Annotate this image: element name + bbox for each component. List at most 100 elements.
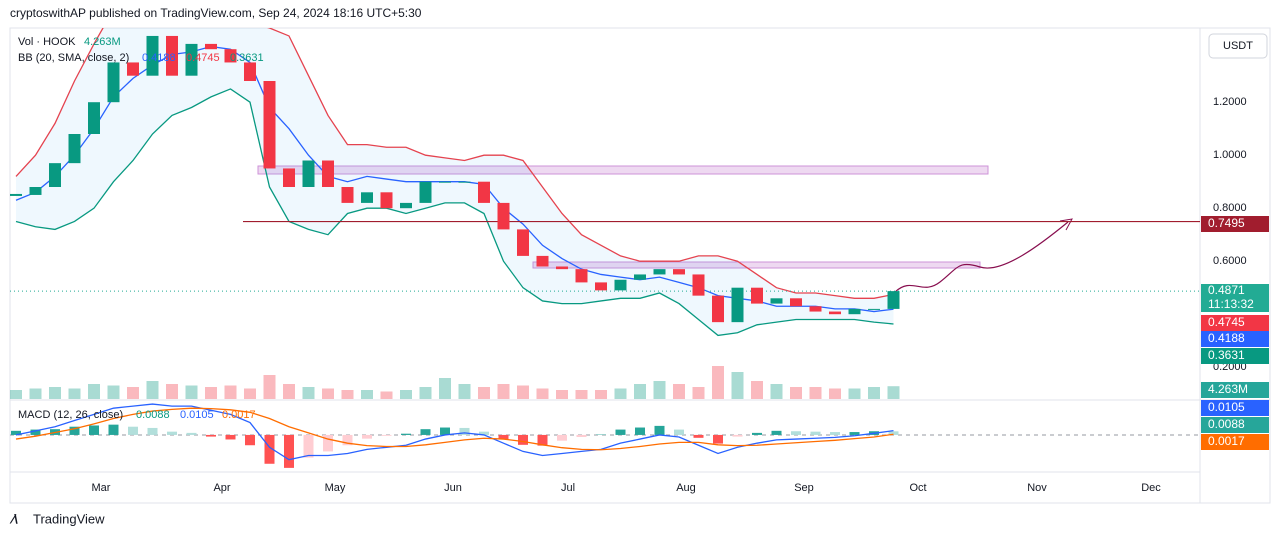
candle xyxy=(283,168,295,187)
macd-hist-bar xyxy=(440,427,450,435)
candle xyxy=(731,287,744,323)
candle xyxy=(692,274,705,296)
x-tick-label: Dec xyxy=(1141,482,1161,494)
y-tick-label: 0.8000 xyxy=(1213,202,1247,214)
legend-bb: BB (20, SMA, close, 2) xyxy=(18,52,129,64)
x-tick-label: Sep xyxy=(794,482,814,494)
volume-bar xyxy=(634,384,646,399)
candle xyxy=(185,43,198,76)
candle xyxy=(49,163,61,187)
bb-basis-label: 0.4188 xyxy=(1208,331,1245,345)
candle xyxy=(400,202,412,209)
macd-hist-label: 0.0088 xyxy=(1208,417,1245,431)
volume-bar xyxy=(283,384,295,399)
bb-basis-box xyxy=(1201,331,1269,347)
header: cryptoswithAP published on TradingView.c… xyxy=(10,6,422,20)
macd-pane xyxy=(10,403,1200,468)
bb-lower-label: 0.3631 xyxy=(1208,348,1245,362)
macd-hist-bar xyxy=(635,427,645,435)
y-tick-label: 1.0000 xyxy=(1213,149,1247,161)
legend-macd: MACD (12, 26, close) xyxy=(18,409,123,421)
volume-bar xyxy=(380,391,393,399)
x-tick-label: Oct xyxy=(909,482,926,494)
resistance-zone xyxy=(532,261,981,269)
volume-bar xyxy=(673,384,685,399)
macd-hist-bar xyxy=(225,434,236,440)
candle xyxy=(575,269,588,283)
volume-bar xyxy=(322,388,334,399)
candle xyxy=(224,49,237,63)
candle xyxy=(614,279,627,291)
candle xyxy=(29,187,42,195)
macd-signal-box xyxy=(1201,434,1269,450)
line xyxy=(15,88,894,337)
macd-hist-bar xyxy=(167,431,177,435)
volume-bar xyxy=(497,384,510,399)
y-tick-label: 0.2000 xyxy=(1213,361,1247,373)
candle xyxy=(829,311,841,315)
candle xyxy=(712,295,724,323)
macd-hist-bar xyxy=(713,434,723,444)
volume-bar xyxy=(517,385,529,399)
currency[interactable]: USDT xyxy=(1223,40,1253,52)
volume-bar xyxy=(127,387,139,399)
candle xyxy=(751,287,763,304)
candle xyxy=(595,282,607,291)
x-tick-label: Apr xyxy=(213,482,230,494)
volume-bar xyxy=(439,378,451,399)
macd-signal-label: 0.0017 xyxy=(1208,434,1245,448)
macd-hist-bar xyxy=(147,427,158,435)
candle xyxy=(107,62,120,103)
legend-macd-hist: 0.0088 xyxy=(136,409,170,421)
candle xyxy=(166,35,178,76)
candle xyxy=(790,298,802,307)
volume-bar xyxy=(302,387,315,399)
volume-bar xyxy=(595,390,607,399)
volume-bar xyxy=(887,386,900,399)
macd-hist-bar xyxy=(420,429,431,435)
line xyxy=(15,45,894,313)
volume-bar xyxy=(458,384,471,399)
legend-bb-upper: 0.4745 xyxy=(186,52,220,64)
volume-bar xyxy=(829,388,841,399)
legend-bb-lower: 0.3631 xyxy=(230,52,264,64)
volume-bar xyxy=(166,384,178,399)
candle xyxy=(68,134,81,164)
volume-bar xyxy=(692,387,705,399)
candle xyxy=(478,181,490,203)
bb-upper-box xyxy=(1201,315,1269,331)
macd-hist-bar xyxy=(69,426,80,435)
volume-bar xyxy=(731,372,744,399)
countdown: 11:13:32 xyxy=(1208,297,1254,311)
macd-hist-bar xyxy=(89,425,99,435)
macd-hist-bar xyxy=(459,427,470,435)
macd-line-box xyxy=(1201,400,1269,416)
volume-bar xyxy=(205,387,217,399)
macd-hist-bar xyxy=(674,429,684,435)
bb-lower-box xyxy=(1201,348,1269,364)
macd-hist-bar xyxy=(362,434,372,439)
currency-button[interactable] xyxy=(1208,33,1268,59)
volume-label: 4.263M xyxy=(1208,382,1248,396)
legend-vol-value: 4.263M xyxy=(84,36,121,48)
x-tick-label: Aug xyxy=(676,482,696,494)
x-tick-label: Jun xyxy=(444,482,462,494)
macd-hist-bar xyxy=(498,434,509,440)
macd-hist-bar xyxy=(30,429,41,435)
macd-hist-bar xyxy=(615,429,626,435)
macd-hist-bar xyxy=(342,434,353,446)
candle xyxy=(868,308,880,310)
volume-bar xyxy=(10,390,22,399)
y-tick-label: 1.2000 xyxy=(1213,96,1247,108)
volume-bar xyxy=(653,381,666,399)
bb-upper-label: 0.4745 xyxy=(1208,315,1245,329)
volume-bar xyxy=(361,390,373,399)
macd-hist-bar xyxy=(401,433,411,435)
projection-path xyxy=(894,221,1069,293)
y-tick-label: 0.6000 xyxy=(1213,255,1247,267)
volume-bar xyxy=(88,384,100,399)
footer: TradingView xyxy=(33,511,105,526)
candle xyxy=(634,274,646,280)
macd-hist-bar xyxy=(732,434,743,437)
macd-hist-bar xyxy=(791,431,801,435)
